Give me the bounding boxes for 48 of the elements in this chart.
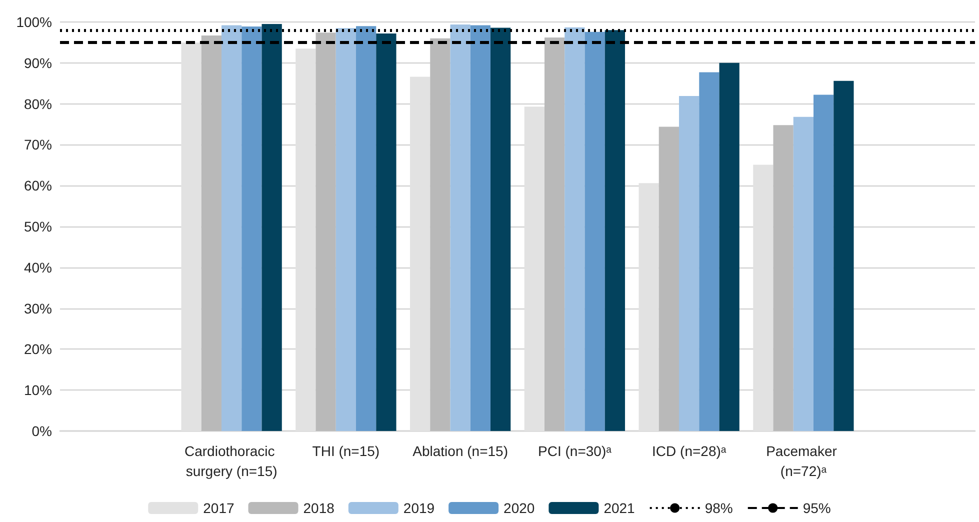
bar xyxy=(201,35,222,431)
bar xyxy=(814,94,834,431)
bar xyxy=(719,62,740,431)
bar xyxy=(430,38,450,431)
y-tick-label: 40% xyxy=(24,259,52,276)
bar xyxy=(222,25,242,431)
bar xyxy=(604,30,626,431)
legend-label: 2019 xyxy=(403,500,435,516)
bar xyxy=(699,72,720,431)
bar xyxy=(679,96,700,431)
legend-label: 2018 xyxy=(303,500,335,516)
x-tick-label: THI (n=15) xyxy=(312,443,380,459)
bar xyxy=(564,27,585,431)
bar xyxy=(490,28,511,431)
y-tick-label: 30% xyxy=(24,300,52,316)
bar xyxy=(584,32,605,431)
y-tick-label: 50% xyxy=(24,218,52,234)
legend-label: 2017 xyxy=(203,500,234,516)
y-tick-label: 0% xyxy=(32,423,52,439)
bar xyxy=(376,33,396,431)
bar xyxy=(773,125,794,431)
bar xyxy=(658,126,679,431)
bar xyxy=(544,38,565,431)
x-tick-label: PCI (n=30)ᵃ xyxy=(538,443,612,459)
y-tick-label: 80% xyxy=(24,96,52,112)
legend-label: 2021 xyxy=(604,500,636,516)
bar xyxy=(470,25,491,431)
bar xyxy=(793,116,814,431)
legend-label: 95% xyxy=(802,500,831,516)
legend-label: 98% xyxy=(704,500,733,516)
y-tick-label: 10% xyxy=(24,382,52,398)
x-tick-label: Cardiothoracic surgery (n=15) xyxy=(184,443,279,479)
y-tick-label: 90% xyxy=(24,54,52,71)
legend-label: 2020 xyxy=(504,500,535,516)
bar xyxy=(356,26,376,431)
y-tick-label: 20% xyxy=(24,341,52,358)
y-tick-label: 70% xyxy=(24,136,52,153)
bar xyxy=(262,24,282,431)
bar xyxy=(834,80,854,431)
bar xyxy=(316,32,336,431)
y-tick-label: 100% xyxy=(16,14,52,30)
y-tick-label: 60% xyxy=(24,178,52,194)
bar xyxy=(242,26,262,431)
bar xyxy=(450,24,470,431)
x-tick-label: Pacemaker (n=72)ᵃ xyxy=(766,443,841,479)
x-tick-label: ICD (n=28)ᵃ xyxy=(652,443,727,459)
bar xyxy=(336,28,356,431)
x-tick-label: Ablation (n=15) xyxy=(412,443,508,459)
